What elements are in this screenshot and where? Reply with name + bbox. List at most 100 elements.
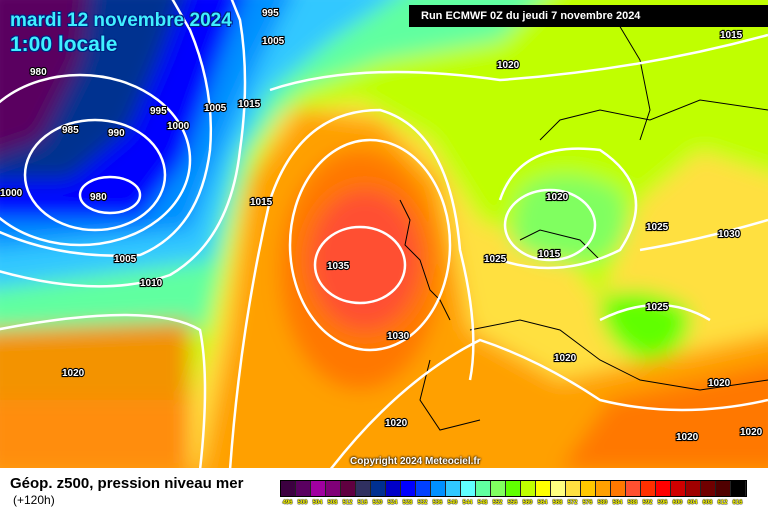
scale-swatch	[626, 481, 641, 496]
scale-swatch	[461, 481, 476, 496]
forecast-time: 1:00 locale	[10, 33, 118, 56]
scale-swatch	[611, 481, 626, 496]
scale-swatch	[701, 481, 716, 496]
isobar-label: 1020	[708, 378, 731, 389]
scale-tick: 512	[342, 500, 353, 506]
scale-swatch	[476, 481, 491, 496]
isobar-label: 1015	[538, 249, 561, 260]
z500-field	[0, 0, 768, 468]
scale-swatch	[596, 481, 611, 496]
scale-tick: 608	[702, 500, 713, 506]
scale-swatch	[356, 481, 371, 496]
scale-swatch	[581, 481, 596, 496]
scale-swatch	[281, 481, 296, 496]
scale-tick: 588	[627, 500, 638, 506]
scale-swatch	[521, 481, 536, 496]
scale-tick: 532	[417, 500, 428, 506]
isobar-label: 980	[30, 67, 47, 78]
scale-tick: 524	[387, 500, 398, 506]
scale-tick: 544	[462, 500, 473, 506]
isobar-label: 1005	[204, 103, 227, 114]
scale-swatch	[641, 481, 656, 496]
scale-swatch	[656, 481, 671, 496]
isobar-label: 1025	[484, 254, 507, 265]
isobar-label: 980	[90, 192, 107, 203]
color-scale	[280, 480, 747, 497]
isobar-label: 1010	[140, 278, 163, 289]
isobar-label: 1020	[676, 432, 699, 443]
scale-tick: 572	[567, 500, 578, 506]
isobar-label: 1015	[250, 197, 273, 208]
isobar-label: 1025	[646, 302, 669, 313]
scale-tick: 548	[477, 500, 488, 506]
scale-swatch	[431, 481, 446, 496]
isobar-label: 1000	[167, 121, 190, 132]
scale-tick: 592	[642, 500, 653, 506]
scale-tick: 496	[282, 500, 293, 506]
isobar-label: 1030	[718, 229, 741, 240]
isobar-label: 1015	[238, 99, 261, 110]
isobar-label: 1015	[720, 30, 743, 41]
isobar-label: 1005	[262, 36, 285, 47]
scale-swatch	[296, 481, 311, 496]
scale-tick: 596	[657, 500, 668, 506]
isobar-label: 995	[262, 8, 279, 19]
scale-swatch	[416, 481, 431, 496]
isobar-label: 1020	[546, 192, 569, 203]
scale-swatch	[326, 481, 341, 496]
scale-swatch	[671, 481, 686, 496]
forecast-step: (+120h)	[13, 493, 55, 507]
isobar-label: 990	[108, 128, 125, 139]
scale-tick: 560	[522, 500, 533, 506]
scale-tick: 612	[717, 500, 728, 506]
isobar-label: 1035	[327, 261, 350, 272]
scale-swatch	[566, 481, 581, 496]
scale-swatch	[686, 481, 701, 496]
isobar-label: 1020	[740, 427, 763, 438]
scale-tick: 528	[402, 500, 413, 506]
isobar-label: 985	[62, 125, 79, 136]
scale-tick: 500	[297, 500, 308, 506]
scale-tick: 564	[537, 500, 548, 506]
scale-tick: 516	[357, 500, 368, 506]
copyright: Copyright 2024 Meteociel.fr	[350, 456, 481, 467]
scale-swatch	[401, 481, 416, 496]
scale-swatch	[311, 481, 326, 496]
scale-swatch	[371, 481, 386, 496]
scale-swatch	[716, 481, 731, 496]
scale-tick: 536	[432, 500, 443, 506]
scale-tick: 604	[687, 500, 698, 506]
scale-tick: 568	[552, 500, 563, 506]
scale-swatch	[491, 481, 506, 496]
scale-swatch	[386, 481, 401, 496]
scale-tick: 552	[492, 500, 503, 506]
isobar-label: 1030	[387, 331, 410, 342]
scale-swatch	[506, 481, 521, 496]
forecast-date: mardi 12 novembre 2024	[10, 10, 232, 31]
run-info: Run ECMWF 0Z du jeudi 7 novembre 2024	[409, 5, 768, 27]
scale-tick: 508	[327, 500, 338, 506]
scale-swatch	[551, 481, 566, 496]
scale-swatch	[536, 481, 551, 496]
isobar-label: 1020	[62, 368, 85, 379]
isobar-label: 1020	[497, 60, 520, 71]
scale-swatch	[446, 481, 461, 496]
color-scale-ticks: 496 500 504 508 512 516 520 524 528 532 536 540 544 5…	[280, 500, 745, 506]
isobar-label: 1025	[646, 222, 669, 233]
scale-tick: 520	[372, 500, 383, 506]
map-title: Géop. z500, pression niveau mer	[10, 475, 244, 492]
isobar-label: 1020	[554, 353, 577, 364]
scale-swatch	[731, 481, 746, 496]
scale-tick: 580	[597, 500, 608, 506]
isobar-label: 1000	[0, 188, 23, 199]
scale-tick: 540	[447, 500, 458, 506]
isobar-label: 1020	[385, 418, 408, 429]
scale-tick: 616	[732, 500, 743, 506]
isobars	[0, 0, 768, 468]
scale-tick: 584	[612, 500, 623, 506]
footer: Géop. z500, pression niveau mer (+120h) …	[0, 468, 768, 512]
scale-swatch	[341, 481, 356, 496]
scale-tick: 504	[312, 500, 323, 506]
scale-tick: 576	[582, 500, 593, 506]
